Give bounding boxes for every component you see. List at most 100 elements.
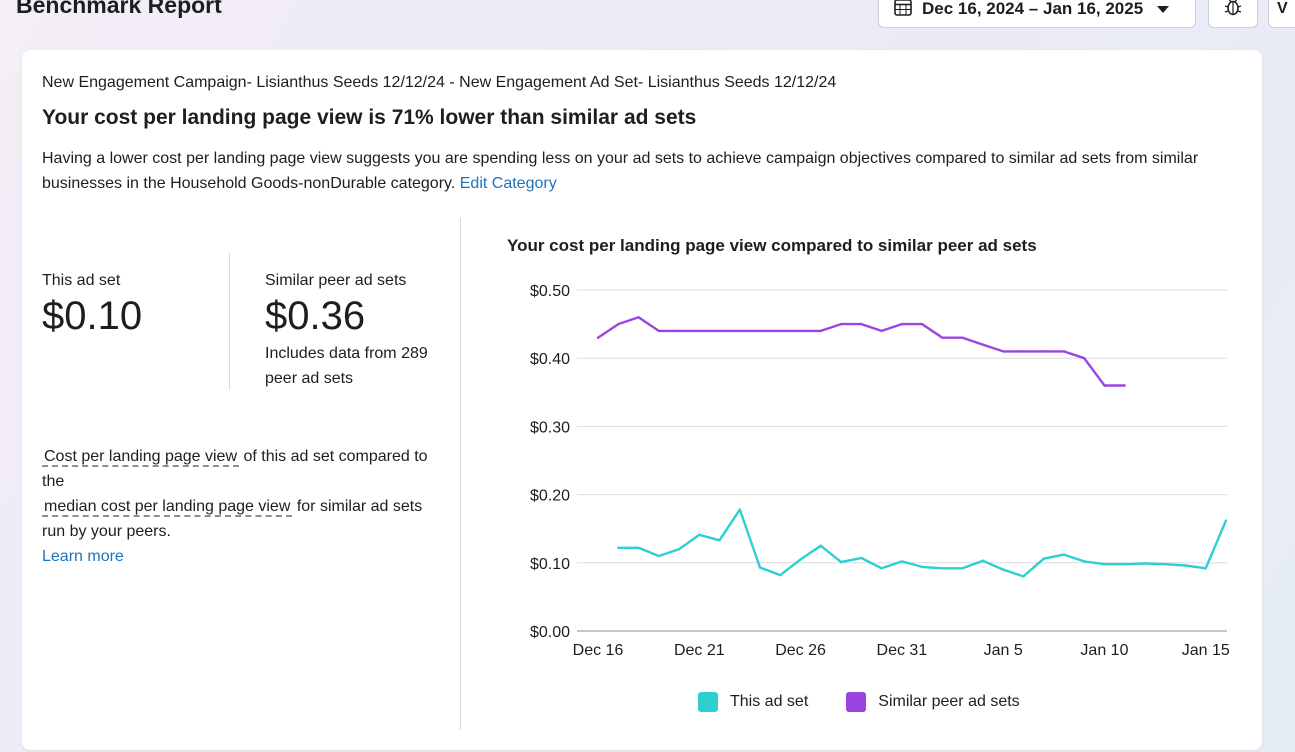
data-point	[1001, 350, 1005, 353]
benchmark-card: New Engagement Campaign- Lisianthus Seed…	[22, 50, 1262, 750]
date-range-label: Dec 16, 2024 – Jan 16, 2025	[922, 0, 1144, 18]
legend-label: This ad set	[730, 693, 809, 710]
x-tick-label: Jan 10	[1080, 642, 1128, 659]
legend-item-this-ad-set[interactable]: This ad set	[698, 692, 808, 712]
series-line-peer	[597, 316, 1125, 387]
data-point	[677, 329, 681, 333]
data-point	[758, 329, 762, 333]
legend-item-peer[interactable]: Similar peer ad sets	[846, 692, 1020, 712]
data-point	[738, 508, 742, 511]
data-point	[981, 559, 985, 562]
page-title: Benchmark Report	[16, 0, 222, 18]
learn-more-link[interactable]: Learn more	[42, 548, 124, 565]
y-tick-label: $0.20	[530, 488, 570, 505]
legend-swatch	[698, 692, 718, 712]
data-point	[1184, 564, 1187, 567]
chevron-down-icon	[1157, 5, 1170, 13]
data-point	[961, 567, 964, 570]
data-point	[1123, 562, 1126, 566]
x-tick-label: Jan 15	[1182, 642, 1230, 659]
this-ad-set-value: $0.10	[42, 294, 143, 338]
data-point	[779, 329, 782, 333]
explain-text-1: of this ad set compared to the	[42, 448, 428, 490]
peer-value: $0.36	[265, 294, 366, 338]
data-point	[799, 329, 802, 333]
data-point	[698, 533, 701, 537]
data-point	[1062, 350, 1066, 353]
data-point	[738, 329, 742, 333]
y-tick-label: $0.50	[530, 283, 570, 300]
data-point	[900, 560, 904, 563]
data-point	[1143, 562, 1147, 565]
headline: Your cost per landing page view is 71% l…	[42, 106, 697, 129]
explain-text-2: for similar ad sets run by your peers.	[42, 498, 423, 540]
peer-stat: Similar peer ad sets $0.36 Includes data…	[265, 272, 435, 391]
data-point	[819, 544, 823, 547]
y-tick-label: $0.10	[530, 556, 570, 573]
data-point	[677, 547, 681, 551]
data-point	[961, 336, 964, 339]
data-point	[880, 329, 883, 333]
x-tick-label: Dec 31	[877, 642, 928, 659]
data-point	[1103, 562, 1106, 566]
stat-divider	[229, 253, 230, 390]
y-tick-label: $0.30	[530, 419, 570, 436]
data-point	[1022, 350, 1025, 353]
description: Having a lower cost per landing page vie…	[42, 146, 1252, 196]
data-point	[617, 322, 620, 326]
data-point	[1082, 560, 1086, 563]
data-point	[941, 336, 944, 339]
data-point	[1204, 567, 1207, 570]
peer-note: Includes data from 289 peer ad sets	[265, 345, 428, 387]
data-point	[860, 556, 863, 560]
x-tick-label: Jan 5	[984, 642, 1023, 659]
legend-swatch	[846, 692, 867, 712]
data-point	[657, 554, 660, 558]
view-menu-button[interactable]: V	[1268, 0, 1295, 28]
data-point	[819, 329, 823, 333]
data-point	[1082, 357, 1086, 360]
data-point	[1103, 384, 1106, 387]
y-tick-label: $0.00	[530, 624, 570, 641]
data-point	[1164, 562, 1167, 566]
median-term-link[interactable]: median cost per landing page view	[42, 498, 293, 517]
data-point	[1062, 553, 1066, 556]
data-point	[637, 316, 640, 319]
data-point	[839, 322, 843, 326]
edit-category-link[interactable]: Edit Category	[459, 175, 557, 192]
this-ad-set-label: This ad set	[42, 272, 121, 289]
x-tick-label: Dec 21	[674, 642, 725, 659]
data-point	[657, 329, 660, 333]
data-point	[718, 329, 721, 333]
data-point	[839, 560, 843, 564]
data-point	[920, 322, 924, 326]
data-point	[718, 539, 721, 542]
data-point	[981, 343, 985, 346]
bug-icon	[1224, 0, 1242, 22]
data-point	[900, 322, 904, 326]
data-point	[698, 329, 701, 333]
report-bug-button[interactable]	[1208, 0, 1258, 28]
data-point	[637, 546, 640, 549]
data-point	[799, 558, 802, 561]
data-point	[1022, 575, 1025, 578]
data-point	[1001, 568, 1005, 571]
legend-label: Similar peer ad sets	[878, 693, 1020, 710]
this-ad-set-stat: This ad set $0.10	[42, 272, 142, 339]
metric-term-link[interactable]: Cost per landing page view	[42, 448, 240, 467]
calendar-icon	[893, 0, 913, 22]
data-point	[617, 546, 620, 549]
peer-label: Similar peer ad sets	[265, 272, 407, 289]
section-divider	[460, 218, 461, 730]
date-range-picker[interactable]: Dec 16, 2024 – Jan 16, 2025	[878, 0, 1196, 28]
x-tick-label: Dec 26	[775, 642, 826, 659]
breadcrumb: New Engagement Campaign- Lisianthus Seed…	[42, 74, 837, 91]
chart-title: Your cost per landing page view compared…	[507, 236, 1037, 255]
data-point	[596, 336, 600, 339]
data-point	[1042, 557, 1045, 560]
data-point	[779, 573, 782, 577]
description-text: Having a lower cost per landing page vie…	[42, 150, 1199, 192]
data-point	[1042, 350, 1045, 353]
data-point	[920, 565, 924, 569]
